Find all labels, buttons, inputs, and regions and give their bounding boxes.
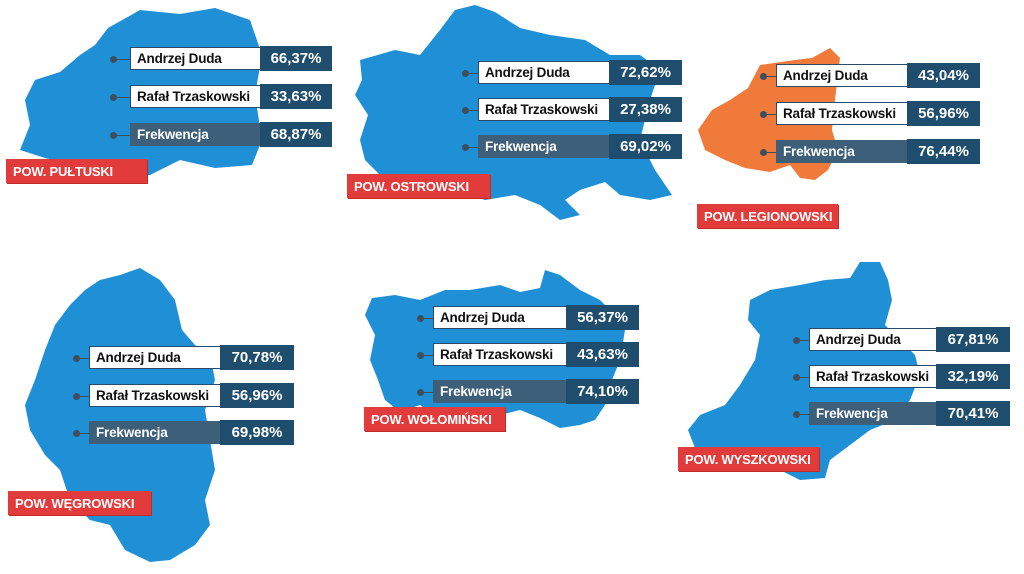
county-label-ostrowski: POW. OSTROWSKI [347, 174, 490, 198]
candidate-duda-label: Andrzej Duda [809, 328, 943, 351]
county-label-legionowski: POW. LEGIONOWSKI [697, 204, 838, 228]
county-label-wegrowski: POW. WĘGROWSKI [8, 491, 151, 515]
candidate-trzaskowski-value: 43,63% [566, 342, 639, 367]
candidate-duda-value: 66,37% [260, 46, 332, 71]
turnout-value: 68,87% [260, 122, 332, 147]
candidate-trzaskowski-value: 32,19% [936, 364, 1010, 389]
county-label-wolominski: POW. WOŁOMIŃSKI [364, 407, 505, 431]
candidate-trzaskowski-label: Rafał Trzaskowski [776, 102, 909, 125]
county-label-wyszkowski: POW. WYSZKOWSKI [678, 447, 819, 471]
candidate-trzaskowski-value: 56,96% [220, 383, 294, 408]
candidate-trzaskowski-value: 33,63% [260, 84, 332, 109]
candidate-trzaskowski-value: 27,38% [609, 97, 682, 122]
candidate-duda-value: 72,62% [609, 60, 682, 85]
turnout-value: 70,41% [936, 401, 1010, 426]
candidate-trzaskowski-value: 56,96% [907, 101, 980, 126]
candidate-duda-label: Andrzej Duda [130, 47, 267, 70]
turnout-label: Frekwencja [89, 421, 222, 444]
candidate-trzaskowski-label: Rafał Trzaskowski [130, 85, 267, 108]
turnout-value: 76,44% [907, 139, 980, 164]
candidate-duda-value: 67,81% [936, 327, 1010, 352]
turnout-label: Frekwencja [433, 380, 567, 403]
candidate-duda-label: Andrzej Duda [776, 64, 909, 87]
turnout-label: Frekwencja [130, 123, 267, 146]
candidate-trzaskowski-label: Rafał Trzaskowski [809, 365, 943, 388]
candidate-trzaskowski-label: Rafał Trzaskowski [89, 384, 222, 407]
candidate-duda-label: Andrzej Duda [478, 61, 610, 84]
turnout-value: 69,02% [609, 134, 682, 159]
candidate-duda-label: Andrzej Duda [433, 306, 567, 329]
candidate-duda-label: Andrzej Duda [89, 346, 222, 369]
candidate-duda-value: 56,37% [566, 305, 639, 330]
turnout-label: Frekwencja [478, 135, 610, 158]
turnout-value: 74,10% [566, 379, 639, 404]
candidate-duda-value: 70,78% [220, 345, 294, 370]
candidate-trzaskowski-label: Rafał Trzaskowski [433, 343, 567, 366]
county-label-pultuski: POW. PUŁTUSKI [6, 159, 147, 183]
turnout-label: Frekwencja [809, 402, 943, 425]
turnout-value: 69,98% [220, 420, 294, 445]
turnout-label: Frekwencja [776, 140, 909, 163]
candidate-duda-value: 43,04% [907, 63, 980, 88]
